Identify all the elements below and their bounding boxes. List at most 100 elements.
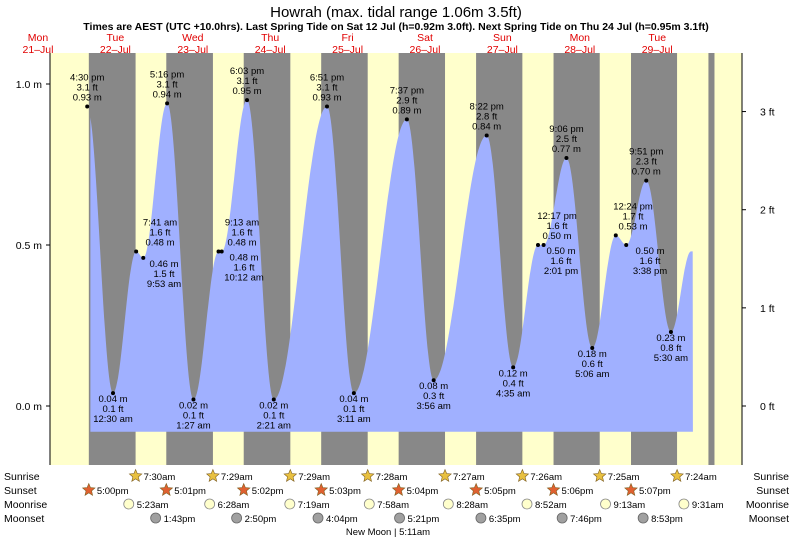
tide-label-line: 6:03 pm: [230, 66, 264, 77]
tide-label-line: 0.18 m: [578, 349, 607, 360]
moonset-icon: [394, 512, 405, 524]
tide-label-line: 1.6 ft: [149, 227, 170, 238]
tide-label-line: 1.6 ft: [639, 256, 660, 267]
moonrise-time: 7:58am: [377, 500, 409, 511]
tide-label-line: 0.46 m: [149, 259, 178, 270]
day-of-week-label: Sat: [417, 32, 433, 44]
moonset-icon: [312, 512, 324, 524]
moonrise-icon: [600, 498, 611, 510]
night-band: [708, 53, 715, 465]
sunrise-star-icon: [670, 468, 684, 482]
day-of-week-label: Fri: [341, 32, 353, 44]
sunrise-time: 7:26am: [530, 472, 562, 483]
tide-label-line: 0.84 m: [472, 122, 501, 133]
tide-point: [644, 178, 649, 183]
moonrise-time: 6:28am: [218, 500, 250, 511]
sunset-label-left: Sunset: [4, 485, 37, 497]
sunrise-star-icon: [592, 468, 607, 482]
sunset-star-icon: [159, 482, 174, 496]
sun-moon-rows: Sunrise Sunset Moonrise Moonset Sunrise …: [4, 468, 789, 538]
moonrise-icon: [204, 498, 216, 510]
tide-label-line: 12:30 am: [93, 414, 133, 425]
moonrise-time: 9:31am: [692, 500, 724, 511]
sunset-star-icon: [624, 482, 638, 496]
tide-label-line: 1.6 ft: [233, 262, 254, 273]
tide-label-line: 0.04 m: [98, 394, 127, 405]
tide-label-line: 0.08 m: [419, 381, 448, 392]
tide-point: [536, 243, 541, 247]
y-right-tick-label: 2 ft: [760, 205, 775, 217]
tide-point: [191, 397, 196, 402]
moonrise-icon: [521, 498, 533, 510]
moonrise-icon: [123, 498, 135, 510]
sunset-time: 5:05pm: [484, 486, 516, 497]
tide-label-line: 3.1 ft: [157, 79, 178, 90]
tide-label-line: 0.23 m: [656, 333, 685, 344]
moonset-icon: [556, 512, 568, 524]
sunrise-time: 7:27am: [453, 472, 485, 483]
tide-label-line: 0.1 ft: [263, 411, 284, 422]
tide-point: [271, 397, 276, 402]
tide-label-line: 1.6 ft: [550, 256, 571, 267]
tide-label-line: 3.1 ft: [316, 83, 337, 94]
tide-label-line: 7:37 pm: [390, 85, 424, 96]
day-of-week-label: Wed: [182, 32, 204, 44]
tide-label-line: 12:17 pm: [537, 211, 577, 222]
tide-label-line: 0.93 m: [312, 93, 341, 104]
day-of-week-label: Mon: [28, 32, 49, 44]
day-of-week-label: Tue: [107, 32, 125, 44]
y-right-tick-label: 0 ft: [760, 401, 775, 413]
day-date-label: 21–Jul: [23, 44, 54, 56]
moonrise-icon: [442, 498, 454, 510]
moonset-label-left: Moonset: [4, 513, 44, 525]
tide-label-line: 2.3 ft: [636, 157, 657, 168]
moonset-time: 8:53pm: [651, 514, 683, 525]
day-of-week-label: Mon: [570, 32, 591, 44]
tide-label-line: 3:56 am: [417, 401, 451, 412]
tide-label-line: 2:01 pm: [544, 266, 578, 277]
tide-label-line: 0.1 ft: [343, 404, 364, 415]
tide-point: [245, 98, 250, 103]
sunset-star-icon: [314, 482, 329, 496]
y-left-tick-label: 1.0 m: [16, 79, 43, 91]
tide-point: [564, 156, 569, 161]
day-labels: Mon21–JulTue22–JulWed23–JulThu24–JulFri2…: [23, 32, 673, 56]
y-left-tick-label: 0.0 m: [16, 401, 43, 413]
tide-label-line: 0.50 m: [635, 246, 664, 257]
sunrise-star-icon: [128, 468, 143, 482]
tide-label-line: 12:24 pm: [613, 201, 653, 212]
moonset-time: 4:04pm: [326, 514, 358, 525]
moonrise-label-right: Moonrise: [746, 499, 789, 511]
tide-label-line: 1.7 ft: [622, 211, 643, 222]
tide-point: [404, 117, 409, 122]
moonset-time: 2:50pm: [245, 514, 277, 525]
tide-label-line: 0.70 m: [632, 167, 661, 178]
moonrise-time: 5:23am: [137, 500, 169, 511]
tide-area: [90, 100, 693, 432]
moonrise-time: 9:13am: [614, 500, 646, 511]
sunset-time: 5:03pm: [329, 486, 361, 497]
tide-point: [351, 391, 356, 396]
moonrise-icon: [678, 498, 690, 510]
tide-label-line: 5:16 pm: [150, 69, 184, 80]
tide-label-line: 0.89 m: [392, 105, 421, 116]
sunrise-star-icon: [515, 468, 530, 482]
sunset-time: 5:06pm: [562, 486, 594, 497]
tide-point: [541, 243, 546, 247]
y-right-tick-label: 1 ft: [760, 303, 775, 315]
moonset-icon: [637, 512, 649, 524]
sunset-label-right: Sunset: [756, 485, 789, 497]
tide-label-line: 2.8 ft: [476, 112, 497, 123]
sunrise-star-icon: [205, 468, 220, 482]
tide-label-line: 0.95 m: [232, 86, 261, 97]
tide-label-line: 1:27 am: [176, 421, 210, 432]
tide-label-line: 1.6 ft: [546, 221, 567, 232]
moonset-icon: [475, 512, 487, 524]
tide-point: [111, 391, 116, 396]
sunrise-star-icon: [283, 468, 298, 482]
tide-point: [219, 249, 224, 254]
tide-label-line: 3:11 am: [337, 414, 371, 425]
